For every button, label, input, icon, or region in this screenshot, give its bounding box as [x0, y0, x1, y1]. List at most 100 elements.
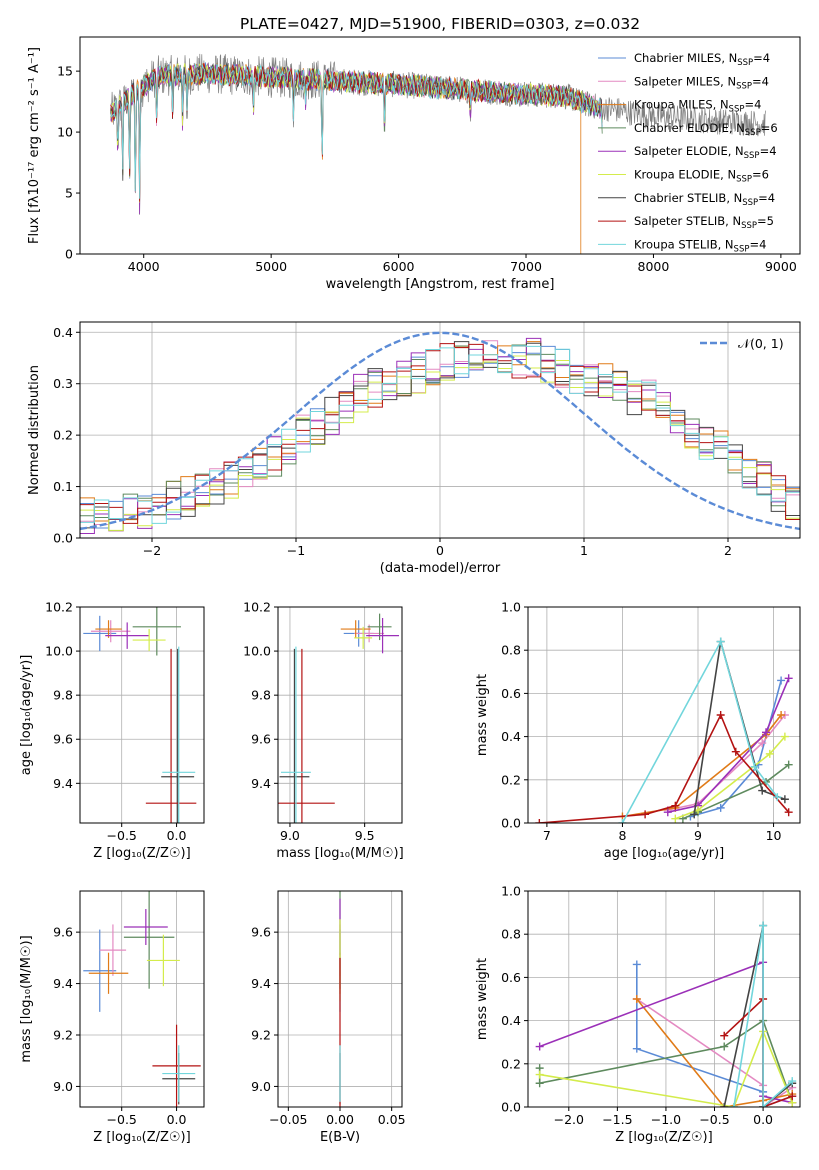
panel-residual_hist: −2 −1 0 1 2 0.0 0.1 0.2 0.3 0.4 (data-model)/error… [27, 321, 801, 576]
figure-title: PLATE=0427, MJD=51900, FIBERID=0303, z=0… [240, 15, 640, 33]
plot-area [535, 921, 797, 1107]
y-tick-label: 0.0 [53, 531, 73, 546]
series-marker [759, 1103, 768, 1107]
x-tick-label: 5000 [255, 259, 287, 274]
series-line [539, 713, 790, 823]
series-marker [788, 1077, 797, 1086]
legend-subscript: SSP [744, 151, 760, 161]
x-tick-label: −0.5 [107, 1112, 137, 1127]
histogram-9 [80, 345, 800, 524]
y-tick-label: 1.0 [501, 884, 521, 899]
series-marker [618, 819, 627, 823]
histogram-6 [80, 355, 800, 531]
series-marker [720, 1103, 729, 1107]
errorbar-point-3 [340, 620, 371, 638]
errorbar-point-5 [123, 909, 168, 945]
weight-series-2 [663, 711, 789, 815]
y-tick-label: 10.2 [243, 600, 271, 615]
x-axis-label: mass [log₁₀(M/M☉)] [276, 846, 403, 861]
legend-nssp: =5 [757, 214, 774, 228]
series-marker [759, 921, 768, 930]
legend-nssp: =4 [760, 144, 777, 158]
x-axis-label: age [log₁₀(age/yr)] [604, 846, 725, 861]
errorbar-point-7 [279, 648, 310, 823]
errorbar-point-3 [88, 952, 129, 994]
plot-area [110, 53, 766, 254]
y-tick-label: 9.6 [53, 925, 73, 940]
errorbar-point-8 [152, 1024, 201, 1107]
y-axis-label: mass weight [475, 674, 490, 756]
y-tick-label: 9.0 [251, 1079, 271, 1094]
series-marker [641, 810, 650, 819]
legend-subscript: SSP [745, 128, 761, 138]
errorbar-point-5 [105, 622, 150, 649]
y-axis-label: age [log₁₀(age/yr)] [19, 655, 34, 776]
y-tick-label: 0.8 [501, 927, 521, 942]
legend-entry: Chabrier MILES, NSSP=4 [634, 51, 770, 68]
axes-frame [79, 890, 205, 1108]
x-tick-label: 9.5 [355, 828, 375, 843]
axes-frame [79, 36, 801, 255]
legend-nssp: =4 [749, 237, 766, 251]
panel-weight_vs_age: 7 8 9 10 0.0 0.2 0.4 0.6 0.8 1.0 age [log₁₀(age/yr… [475, 600, 801, 861]
series-marker [716, 803, 725, 812]
series-marker [535, 1079, 544, 1088]
y-tick-label: 0 [65, 247, 73, 262]
y-tick-label: 0.4 [501, 1013, 521, 1028]
histogram-legend: 𝒩(0, 1) [700, 336, 784, 351]
weight-series-9 [729, 921, 797, 1107]
y-tick-label: 0.8 [501, 643, 521, 658]
plot-area [535, 637, 793, 823]
series-line [622, 714, 782, 818]
errorbar-point-9 [162, 646, 196, 823]
series-marker [535, 1042, 544, 1051]
errorbar-point-9 [162, 1045, 196, 1102]
errorbar-point-3 [95, 620, 122, 638]
y-tick-label: 10.2 [45, 600, 73, 615]
legend-subscript: SSP [737, 58, 753, 68]
legend-entry: Chabrier STELIB, NSSP=4 [634, 191, 775, 208]
weight-series-8 [535, 711, 793, 823]
x-tick-label: 0.0 [167, 1112, 187, 1127]
x-tick-label: 0.00 [326, 1112, 354, 1127]
y-tick-label: 9.8 [251, 688, 271, 703]
histogram-7 [80, 341, 800, 529]
series-marker [788, 1092, 797, 1101]
legend-nssp: =4 [744, 98, 761, 112]
x-tick-label: 9 [694, 828, 702, 843]
x-tick-label: −0.5 [699, 1112, 729, 1127]
x-tick-label: 0.0 [753, 1112, 773, 1127]
errorbar-point-8 [145, 648, 197, 823]
x-tick-label: 6000 [383, 259, 415, 274]
series-marker [663, 808, 672, 817]
series-marker [758, 739, 767, 748]
y-tick-label: 10.0 [243, 644, 271, 659]
plot-area [278, 613, 400, 823]
series-marker [671, 801, 680, 810]
x-tick-label: 4000 [128, 259, 160, 274]
series-marker [690, 810, 699, 819]
series-marker [632, 1044, 641, 1053]
y-tick-label: 15 [57, 64, 73, 79]
weight-series-8 [720, 995, 797, 1107]
series-marker [632, 960, 641, 969]
axes-frame [277, 606, 403, 824]
errorbar-point-7 [161, 648, 195, 823]
y-tick-label: 0.4 [53, 325, 73, 340]
errorbar-point-6 [132, 629, 166, 652]
y-tick-label: 9.4 [53, 776, 73, 791]
series-marker [729, 1103, 738, 1107]
histogram-8 [80, 343, 800, 524]
y-tick-label: 1.0 [501, 600, 521, 615]
y-tick-label: 0.2 [501, 772, 521, 787]
x-tick-label: 9000 [765, 259, 797, 274]
x-tick-label: −0.5 [107, 828, 137, 843]
y-tick-label: 9.6 [251, 925, 271, 940]
legend-nssp: =6 [752, 168, 769, 182]
x-tick-label: −2 [143, 543, 161, 558]
plot-area [83, 607, 197, 823]
series-line [667, 677, 790, 813]
legend-entry: 𝒩(0, 1) [738, 336, 784, 351]
x-tick-label: 8000 [638, 259, 670, 274]
legend-entry: Salpeter MILES, NSSP=4 [634, 74, 769, 91]
